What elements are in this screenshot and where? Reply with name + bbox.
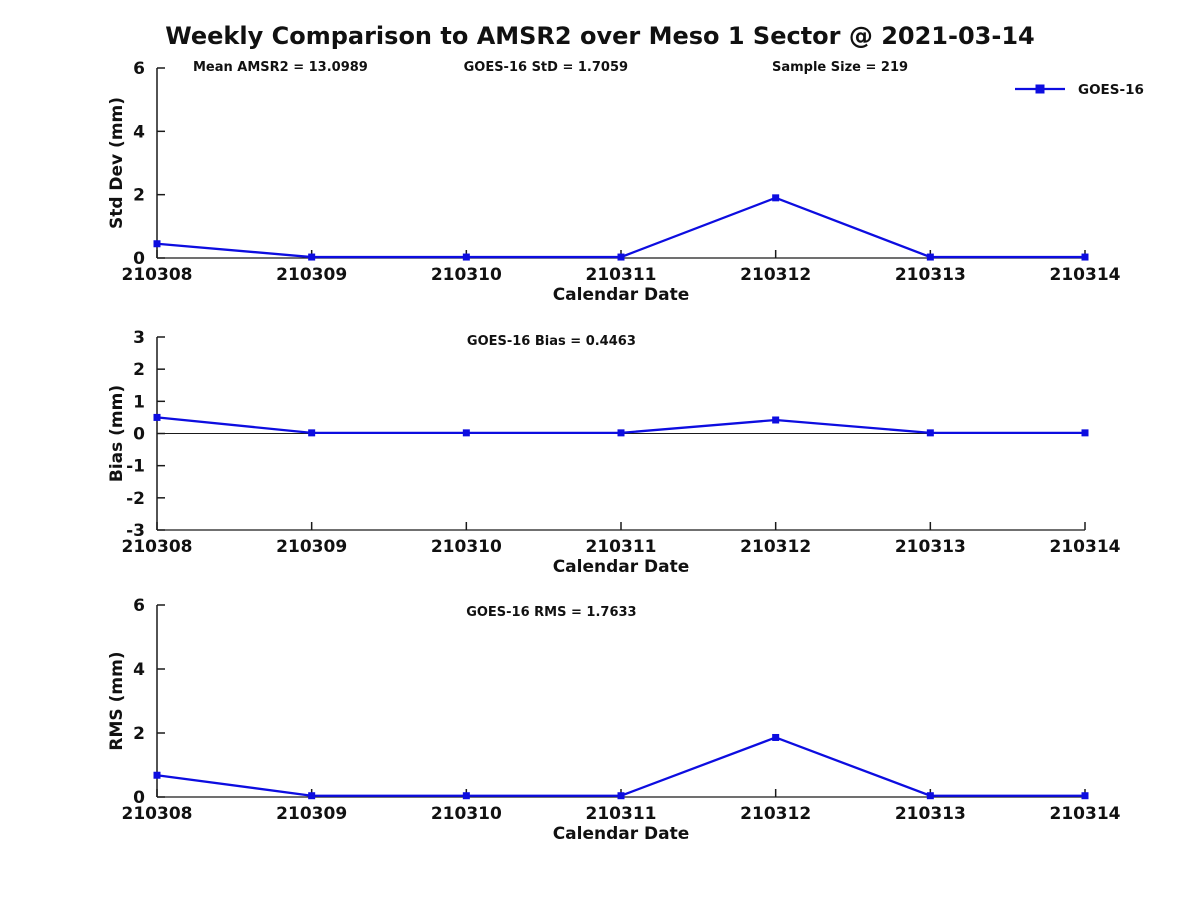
stat-annotation: Mean AMSR2 = 13.0989 (193, 60, 368, 75)
series-marker (308, 792, 316, 800)
y-tick-label: -2 (126, 489, 145, 509)
x-axis-title: Calendar Date (553, 824, 690, 844)
y-axis-title: Bias (mm) (107, 385, 127, 482)
stat-annotation: GOES-16 StD = 1.7059 (464, 60, 628, 75)
series-marker (308, 429, 316, 437)
series-marker (617, 792, 625, 800)
x-tick-label: 210310 (431, 265, 502, 285)
y-tick-label: 0 (133, 788, 145, 808)
y-tick-label: 3 (133, 328, 145, 348)
series-marker (1081, 429, 1089, 437)
series-line (156, 196, 1085, 259)
x-tick-label: 210314 (1050, 804, 1121, 824)
series-marker (1081, 253, 1089, 261)
x-tick-label: 210310 (431, 804, 502, 824)
series-marker (926, 253, 934, 261)
series-marker (462, 429, 470, 437)
y-tick-label: 0 (133, 425, 145, 445)
x-tick-label: 210314 (1050, 265, 1121, 285)
series-marker (153, 413, 161, 421)
x-tick-label: 210314 (1050, 537, 1121, 557)
x-tick-label: 210308 (122, 265, 193, 285)
x-axis-title: Calendar Date (553, 285, 690, 305)
legend-marker-sample (1035, 84, 1045, 94)
y-axis-title: Std Dev (mm) (107, 97, 127, 229)
series-line (156, 736, 1085, 797)
series-marker (617, 253, 625, 261)
x-tick-label: 210311 (586, 265, 657, 285)
series-marker (926, 792, 934, 800)
stat-annotation: GOES-16 Bias = 0.4463 (467, 334, 636, 349)
x-tick-label: 210309 (276, 537, 347, 557)
series-marker (772, 416, 780, 424)
x-tick-label: 210308 (122, 804, 193, 824)
x-tick-label: 210312 (740, 537, 811, 557)
y-tick-label: 1 (133, 392, 145, 412)
series-marker (308, 253, 316, 261)
y-tick-label: 4 (133, 122, 145, 142)
x-axis-title: Calendar Date (553, 557, 690, 577)
y-tick-label: 6 (133, 596, 145, 616)
y-tick-label: 2 (133, 724, 145, 744)
x-tick-label: 210313 (895, 804, 966, 824)
x-tick-label: 210309 (276, 804, 347, 824)
y-tick-label: 2 (133, 360, 145, 380)
x-tick-label: 210309 (276, 265, 347, 285)
y-tick-label: 4 (133, 660, 145, 680)
y-tick-label: 2 (133, 186, 145, 206)
x-tick-label: 210311 (586, 804, 657, 824)
series-marker (772, 194, 780, 202)
x-tick-label: 210313 (895, 265, 966, 285)
x-tick-label: 210313 (895, 537, 966, 557)
x-tick-label: 210311 (586, 537, 657, 557)
x-tick-label: 210310 (431, 537, 502, 557)
series-marker (617, 429, 625, 437)
stat-annotation: Sample Size = 219 (772, 60, 908, 75)
series-marker (462, 792, 470, 800)
series-marker (462, 253, 470, 261)
series-marker (926, 429, 934, 437)
series-marker (153, 240, 161, 248)
legend-label: GOES-16 (1078, 82, 1144, 98)
x-tick-label: 210308 (122, 537, 193, 557)
y-tick-label: -3 (126, 521, 145, 541)
x-tick-label: 210312 (740, 804, 811, 824)
figure-title: Weekly Comparison to AMSR2 over Meso 1 S… (165, 22, 1035, 50)
series-marker (1081, 792, 1089, 800)
y-axis-title: RMS (mm) (107, 651, 127, 750)
y-tick-label: 6 (133, 59, 145, 79)
y-tick-label: 0 (133, 249, 145, 269)
y-tick-label: -1 (126, 457, 145, 477)
x-tick-label: 210312 (740, 265, 811, 285)
series-marker (772, 733, 780, 741)
stat-annotation: GOES-16 RMS = 1.7633 (466, 605, 636, 620)
series-marker (153, 771, 161, 779)
